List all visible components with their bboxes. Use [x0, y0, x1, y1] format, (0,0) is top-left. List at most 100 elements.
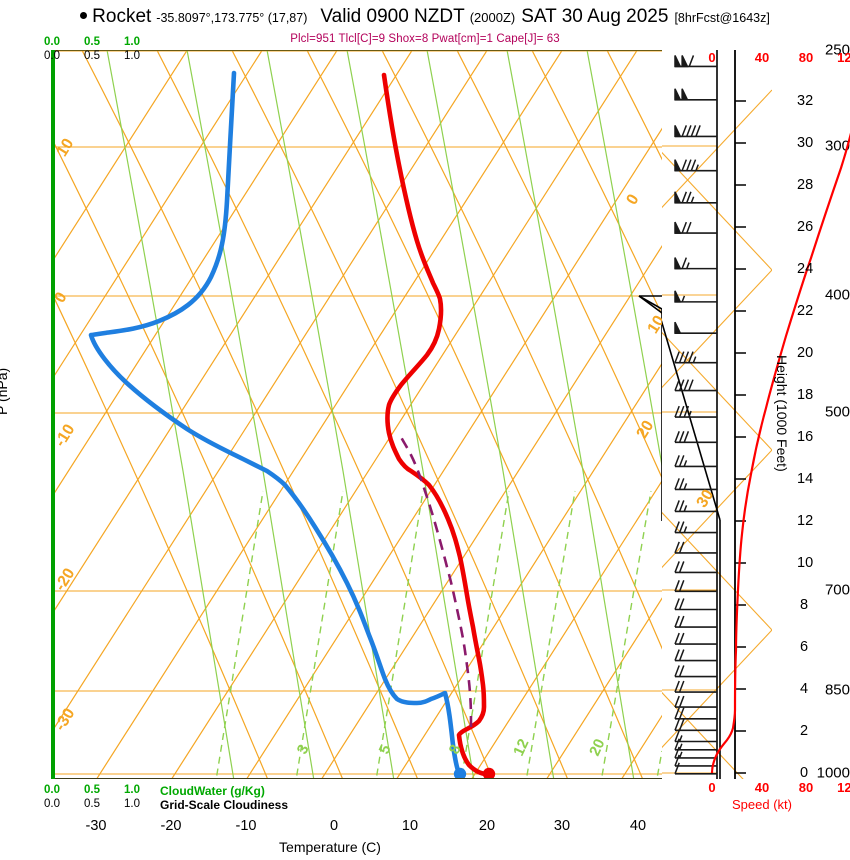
wind-barb: [674, 665, 717, 678]
temperature-axis-title: Temperature (C): [279, 839, 381, 855]
height-tick-4: 4: [800, 681, 809, 697]
pressure-tick-250: 250: [824, 41, 850, 59]
top-cloudwater-tick-1: 0.5: [84, 36, 100, 48]
height-tick-22: 22: [797, 303, 814, 319]
bottom-cloudwater-tick-0: 0.0: [44, 784, 60, 796]
mixing-ratio-lines: [215, 490, 662, 778]
valid-time-label: Valid 0900 NZDT: [320, 6, 465, 27]
wind-barb: [674, 431, 717, 444]
speed-tick-40: 40: [754, 780, 770, 795]
height-axis-title: Height (1000 Feet): [774, 355, 790, 472]
wind-barb: [674, 738, 717, 751]
wind-barb: [674, 615, 717, 628]
temperature-tick-neg20: -20: [160, 818, 182, 834]
wind-barb: [674, 561, 717, 574]
isotherm-lines: [51, 51, 662, 778]
wind-barb: [674, 159, 717, 172]
wind-barb: [674, 351, 717, 364]
valid-utc-label: (2000Z): [469, 10, 516, 25]
wind-barb: [674, 55, 717, 68]
wind-barb: [674, 500, 717, 513]
wind-barb: [674, 754, 717, 767]
pressure-axis-title: P (hPa): [0, 367, 10, 415]
wind-barb: [674, 680, 717, 693]
top-cloudiness-tick-2: 1.0: [124, 50, 140, 62]
chart-title-row: Rocket -35.8097°,173.775° (17,87) Valid …: [0, 6, 850, 32]
speed-tick-80: 80: [798, 780, 814, 795]
skewt-svg: [51, 51, 662, 778]
speed-tick-top-40: 40: [754, 50, 770, 65]
station-coordinates: -35.8097°,173.775° (17,87): [156, 11, 308, 25]
speed-tick-top-120: 120: [837, 50, 850, 65]
temperature-tick-10: 10: [401, 818, 419, 834]
wind-barb: [674, 125, 717, 138]
bottom-cloudwater-tick-2: 1.0: [124, 784, 140, 796]
height-tick-16: 16: [797, 429, 814, 445]
wind-barb: [674, 730, 717, 743]
pressure-tick-400: 400: [824, 286, 850, 304]
wind-barb: [674, 521, 717, 534]
moist-adiabat-lines: [106, 51, 662, 778]
top-cloudiness-tick-1: 0.5: [84, 50, 100, 62]
wind-barb: [674, 541, 717, 554]
wind-barb: [674, 191, 717, 204]
cloudiness-legend: Grid-Scale Cloudiness: [160, 798, 289, 812]
data-coverage-boundary: [638, 295, 662, 521]
wind-barb-svg: [662, 50, 772, 779]
wind-barb: [674, 746, 717, 759]
height-tick-2: 2: [800, 723, 809, 739]
skewt-plot-area: 10 0 -10 -20 -30 0 10 20 3 5 8 12 20: [51, 50, 662, 779]
height-tick-marks: [735, 100, 746, 774]
pressure-tick-700: 700: [824, 581, 850, 599]
temperature-tick-neg10: -10: [235, 818, 257, 834]
wind-barbs-group: [674, 55, 717, 775]
height-tick-32: 32: [797, 93, 814, 109]
height-tick-0: 0: [800, 765, 809, 781]
wind-speed-profile: [710, 132, 850, 774]
speed-axis-title: Speed (kt): [732, 797, 792, 812]
wind-barb: [674, 290, 717, 303]
top-cloudiness-tick-0: 0.0: [44, 50, 60, 62]
dewpoint-profile: [88, 70, 462, 776]
temperature-tick-20: 20: [478, 818, 496, 834]
height-tick-10: 10: [797, 555, 814, 571]
wind-barb: [674, 649, 717, 662]
top-cloudwater-tick-0: 0.0: [44, 36, 60, 48]
valid-date-label: SAT 30 Aug 2025: [521, 6, 669, 27]
temperature-tick-0: 0: [329, 818, 339, 834]
speed-tick-120: 120: [837, 780, 850, 795]
station-name: Rocket: [92, 6, 152, 27]
height-tick-6: 6: [800, 639, 809, 655]
wind-barb: [674, 455, 717, 468]
forecast-tag: [8hrFcst@1643z]: [674, 11, 770, 25]
pressure-tick-850: 850: [824, 681, 850, 699]
wind-barb: [674, 632, 717, 645]
wind-barb: [674, 478, 717, 491]
cloudwater-legend: CloudWater (g/Kg): [160, 784, 265, 798]
wind-barb: [674, 321, 717, 334]
speed-tick-0: 0: [708, 780, 716, 795]
wind-barb: [674, 88, 717, 101]
isobar-gridlines: [51, 51, 662, 775]
height-tick-14: 14: [797, 471, 814, 487]
top-cloudwater-tick-2: 1.0: [124, 36, 140, 48]
temperature-tick-neg30: -30: [85, 818, 107, 834]
bottom-cloudiness-tick-0: 0.0: [44, 798, 60, 810]
height-tick-18: 18: [797, 387, 814, 403]
speed-height-panel: [700, 50, 850, 779]
temperature-tick-30: 30: [553, 818, 571, 834]
temperature-surface-marker: [482, 767, 496, 778]
wind-barb: [674, 221, 717, 234]
height-tick-12: 12: [797, 513, 814, 529]
bottom-cloudwater-tick-1: 0.5: [84, 784, 100, 796]
cloudwater-zero-axis: [51, 50, 55, 779]
height-tick-26: 26: [797, 219, 814, 235]
wind-barb-panel: [662, 50, 772, 779]
height-tick-20: 20: [797, 345, 814, 361]
wind-barb: [674, 695, 717, 708]
height-tick-8: 8: [800, 597, 809, 613]
height-tick-30: 30: [797, 135, 814, 151]
wind-barb: [674, 762, 717, 775]
wind-barb: [674, 719, 717, 732]
